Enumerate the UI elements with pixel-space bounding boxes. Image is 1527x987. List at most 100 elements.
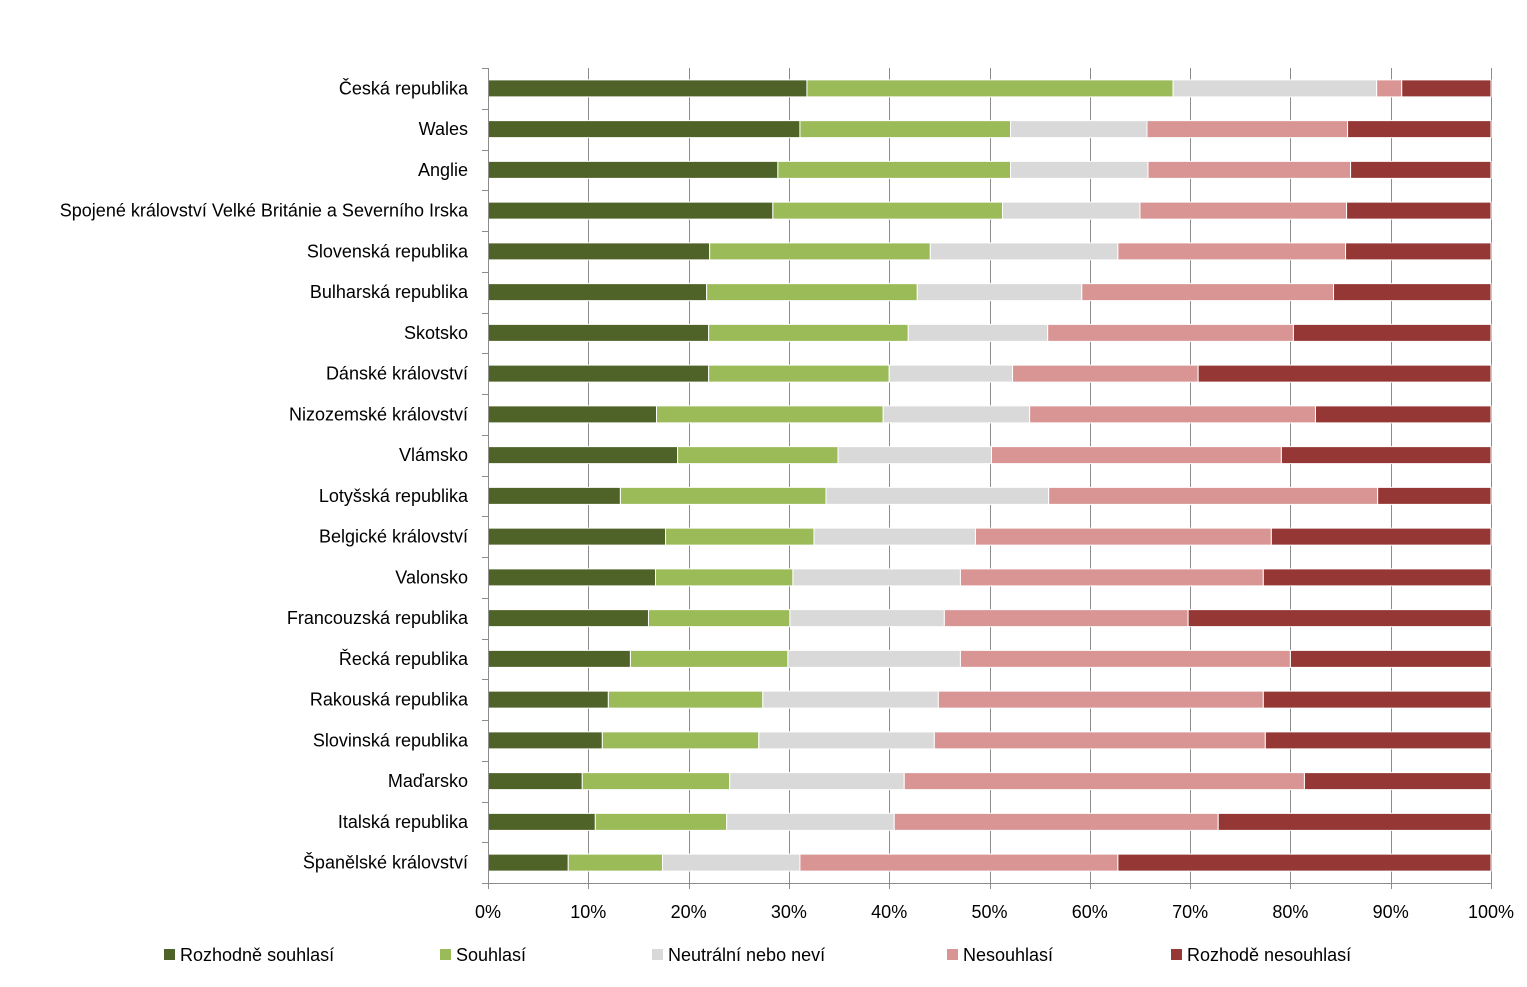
bar-segment <box>787 649 961 668</box>
x-tick-label: 40% <box>871 902 907 922</box>
bar-segment <box>677 446 839 465</box>
bar-segment <box>655 568 794 587</box>
legend-label: Souhlasí <box>456 945 526 965</box>
bar-segment <box>1314 405 1492 424</box>
bar-segment <box>903 772 1305 791</box>
bar-segment <box>619 486 827 505</box>
bar-segment <box>487 323 710 342</box>
bar-segment <box>1377 486 1492 505</box>
bar-segment <box>1376 79 1403 98</box>
bar-segment <box>789 609 945 628</box>
bar-segment <box>487 405 658 424</box>
bar-segment <box>1270 527 1492 546</box>
bar-segment <box>1010 120 1148 139</box>
bar-segment <box>708 323 909 342</box>
bar-segment <box>813 527 976 546</box>
bar-segment <box>974 527 1272 546</box>
legend-label: Neutrální nebo neví <box>668 945 825 965</box>
bar-segment <box>487 486 621 505</box>
category-label: Slovenská republika <box>307 241 469 261</box>
bar-segment <box>487 853 569 872</box>
bar-segment <box>726 812 895 831</box>
category-label: Řecká republika <box>339 649 469 669</box>
category-label: Maďarsko <box>388 771 468 791</box>
bar-segment <box>487 120 801 139</box>
legend-swatch <box>1171 949 1182 960</box>
bar-segment <box>959 649 1291 668</box>
category-label: Francouzská republika <box>287 608 469 628</box>
bar-segment <box>792 568 961 587</box>
bar-segment <box>762 690 939 709</box>
category-label: Nizozemské království <box>289 404 468 424</box>
category-label: Skotsko <box>404 323 468 343</box>
bar-segment <box>487 201 774 220</box>
bar-segment <box>487 649 631 668</box>
bar-segment <box>629 649 789 668</box>
bar-segment <box>758 731 935 750</box>
bar-segment <box>594 812 728 831</box>
bar-segment <box>601 731 760 750</box>
x-tick-label: 0% <box>475 902 501 922</box>
x-tick-label: 80% <box>1272 902 1308 922</box>
bar-segment <box>581 772 731 791</box>
legend-label: Rozhodě nesouhlasí <box>1187 945 1351 965</box>
bar-segment <box>1147 160 1352 179</box>
category-labels: Česká republika Wales Anglie Spojené králov… <box>60 77 469 872</box>
bar-segment <box>933 731 1266 750</box>
bar-segment <box>487 283 708 302</box>
bar-segment <box>1262 568 1492 587</box>
bar-segment <box>1117 853 1492 872</box>
bar-segment <box>1172 79 1378 98</box>
legend-swatch <box>947 949 958 960</box>
bar-segment <box>487 364 710 383</box>
legend-swatch <box>440 949 451 960</box>
bar-segment <box>943 609 1189 628</box>
bar-segment <box>607 690 764 709</box>
category-label: Vlámsko <box>399 445 468 465</box>
legend-swatch <box>652 949 663 960</box>
bar-segment <box>1280 446 1492 465</box>
category-label: Valonsko <box>395 567 468 587</box>
bar-segment <box>487 568 657 587</box>
bar-segment <box>487 812 596 831</box>
category-label: Belgické království <box>319 527 468 547</box>
bar-segment <box>487 446 679 465</box>
category-label: Slovinská republika <box>313 730 469 750</box>
bar-segment <box>1346 201 1492 220</box>
category-label: Dánské království <box>326 364 468 384</box>
bar-segment <box>1010 160 1149 179</box>
bar-segment <box>708 364 890 383</box>
bar-segment <box>1217 812 1492 831</box>
bar-segment <box>1289 649 1492 668</box>
bar-segment <box>1262 690 1492 709</box>
bar-segment <box>487 160 779 179</box>
axes <box>482 68 1492 889</box>
x-tick-label: 90% <box>1373 902 1409 922</box>
bar-segment <box>1117 242 1347 261</box>
category-label: Anglie <box>418 160 468 180</box>
bar-segment <box>959 568 1264 587</box>
bar-segment <box>662 853 801 872</box>
bar-segment <box>772 201 1004 220</box>
bar-segment <box>1012 364 1199 383</box>
x-tick-label: 30% <box>771 902 807 922</box>
bar-segment <box>893 812 1219 831</box>
x-tick-label: 20% <box>671 902 707 922</box>
bar-segment <box>1197 364 1492 383</box>
x-tick-label: 10% <box>570 902 606 922</box>
bar-segment <box>1047 323 1294 342</box>
bar-segment <box>706 283 918 302</box>
bars <box>487 79 1492 872</box>
bar-segment <box>487 79 808 98</box>
bar-segment <box>656 405 884 424</box>
bar-segment <box>1303 772 1492 791</box>
category-label: Wales <box>419 119 468 139</box>
bar-segment <box>647 609 791 628</box>
category-label: Rakouská republika <box>310 690 469 710</box>
bar-segment <box>991 446 1282 465</box>
bar-segment <box>799 853 1119 872</box>
category-label: Spojené království Velké Británie a Seve… <box>60 201 469 221</box>
x-tick-label: 60% <box>1072 902 1108 922</box>
bar-segment <box>777 160 1012 179</box>
bar-segment <box>825 486 1050 505</box>
